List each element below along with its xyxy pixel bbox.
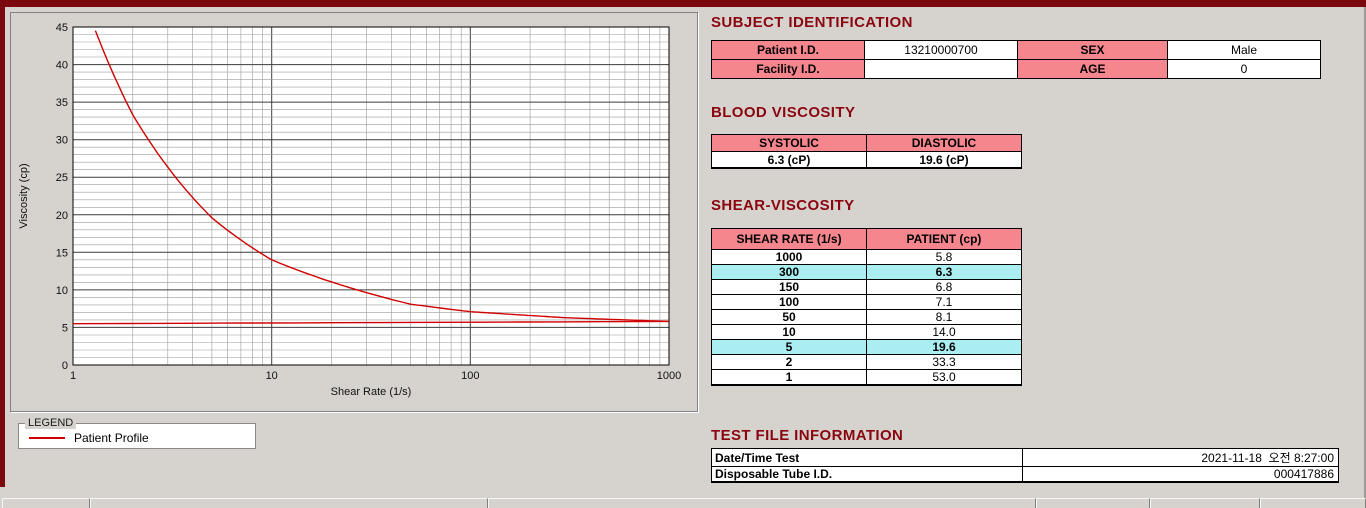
shear-rate-cell: 2: [711, 354, 867, 370]
shear-header-row: SHEAR RATE (1/s) PATIENT (cp): [711, 228, 1022, 250]
patient-id-label: Patient I.D.: [711, 40, 865, 60]
sex-value: Male: [1167, 40, 1321, 60]
bottom-toolbar-button-6[interactable]: [1260, 498, 1366, 508]
y-tick-label: 0: [62, 360, 68, 372]
y-tick-label: 35: [56, 97, 68, 109]
left-window-border: [0, 7, 5, 487]
subject-identification-title: SUBJECT IDENTIFICATION: [711, 14, 913, 31]
series-baseline: [72, 320, 670, 325]
disposable-tube-id-value: 000417886: [1022, 466, 1339, 483]
shear-table-body: 1000 5.8 300 6.3 150 6.8 100 7.1 50 8.1 10 14.0 5 19.…: [711, 249, 1022, 386]
legend-title: LEGEND: [25, 417, 77, 429]
shear-row: 1000 5.8: [711, 249, 1022, 265]
age-label: AGE: [1017, 59, 1168, 79]
shear-viscosity-table: SHEAR RATE (1/s) PATIENT (cp) 1000 5.8 300…: [711, 228, 1022, 386]
legend-entry: Patient Profile: [19, 429, 255, 445]
title-bar: [0, 0, 1366, 7]
y-axis-label: Viscosity (cp): [18, 163, 30, 228]
patient-id-value: 13210000700: [864, 40, 1018, 60]
patient-cp-cell: 6.8: [866, 279, 1022, 295]
patient-cp-cell: 53.0: [866, 369, 1022, 386]
y-tick-label: 5: [62, 322, 68, 334]
shear-row: 10 14.0: [711, 324, 1022, 340]
x-tick-label: 1000: [657, 370, 681, 382]
shear-rate-cell: 50: [711, 309, 867, 325]
shear-row: 150 6.8: [711, 279, 1022, 295]
date-time-test-value: 2021-11-18 오전 8:27:00: [1022, 448, 1339, 467]
patient-cp-cell: 7.1: [866, 294, 1022, 310]
legend-series-label: Patient Profile: [74, 431, 149, 445]
blood-header-row: SYSTOLIC DIASTOLIC: [711, 134, 1022, 152]
systolic-header: SYSTOLIC: [711, 134, 867, 152]
y-tick-label: 10: [56, 285, 68, 297]
age-value: 0: [1167, 59, 1321, 79]
blood-viscosity-title: BLOOD VISCOSITY: [711, 104, 856, 121]
patient-cp-cell: 8.1: [866, 309, 1022, 325]
legend-line-sample: [29, 437, 65, 439]
shear-row: 1 53.0: [711, 369, 1022, 386]
shear-row: 100 7.1: [711, 294, 1022, 310]
viscosity-chart-panel: 1 10 100 1000 0 5 10 15 20 25 30 35 40 45 Shear Rate (…: [10, 12, 698, 412]
subject-row: Facility I.D. AGE 0: [711, 59, 1321, 79]
shear-rate-header: SHEAR RATE (1/s): [711, 228, 867, 250]
shear-rate-cell: 150: [711, 279, 867, 295]
shear-row: 300 6.3: [711, 264, 1022, 280]
patient-cp-header: PATIENT (cp): [866, 228, 1022, 250]
blood-viscosity-table: SYSTOLIC DIASTOLIC 6.3 (cP) 19.6 (cP): [711, 134, 1022, 169]
test-file-table: Date/Time Test 2021-11-18 오전 8:27:00 Dis…: [711, 448, 1339, 483]
shear-row: 50 8.1: [711, 309, 1022, 325]
shear-rate-cell: 5: [711, 339, 867, 355]
bottom-toolbar-button-3[interactable]: [488, 498, 1036, 508]
x-axis-label: Shear Rate (1/s): [331, 386, 412, 398]
disposable-tube-id-label: Disposable Tube I.D.: [711, 466, 1023, 483]
systolic-value: 6.3 (cP): [711, 151, 867, 169]
patient-cp-cell: 19.6: [866, 339, 1022, 355]
bottom-toolbar-button-2[interactable]: [90, 498, 488, 508]
bottom-toolbar-button-5[interactable]: [1150, 498, 1260, 508]
y-tick-label: 30: [56, 135, 68, 147]
x-tick-label: 1: [70, 370, 76, 382]
x-tick-label: 10: [266, 370, 278, 382]
right-window-border: [1364, 7, 1366, 508]
patient-cp-cell: 5.8: [866, 249, 1022, 265]
shear-rate-cell: 10: [711, 324, 867, 340]
shear-row: 5 19.6: [711, 339, 1022, 355]
subject-table: Patient I.D. 13210000700 SEX Male Facili…: [711, 40, 1321, 79]
test-file-row: Disposable Tube I.D. 000417886: [711, 466, 1339, 483]
viscosity-chart: 1 10 100 1000 0 5 10 15 20 25 30 35 40 45 Shear Rate (…: [18, 22, 681, 398]
y-tick-label: 15: [56, 247, 68, 259]
diastolic-value: 19.6 (cP): [866, 151, 1022, 169]
test-file-row: Date/Time Test 2021-11-18 오전 8:27:00: [711, 448, 1339, 467]
y-tick-label: 25: [56, 172, 68, 184]
patient-cp-cell: 6.3: [866, 264, 1022, 280]
sex-label: SEX: [1017, 40, 1168, 60]
facility-id-label: Facility I.D.: [711, 59, 865, 79]
shear-rate-cell: 100: [711, 294, 867, 310]
patient-cp-cell: 33.3: [866, 354, 1022, 370]
series-patient-profile: [94, 30, 670, 323]
subject-row: Patient I.D. 13210000700 SEX Male: [711, 40, 1321, 60]
shear-rate-cell: 1: [711, 369, 867, 386]
date-time-test-label: Date/Time Test: [711, 448, 1023, 467]
shear-row: 2 33.3: [711, 354, 1022, 370]
blood-value-row: 6.3 (cP) 19.6 (cP): [711, 151, 1022, 169]
y-tick-label: 45: [56, 22, 68, 34]
y-tick-label: 40: [56, 60, 68, 72]
test-file-information-title: TEST FILE INFORMATION: [711, 427, 904, 444]
patient-cp-cell: 14.0: [866, 324, 1022, 340]
bottom-toolbar-button-1[interactable]: [2, 498, 90, 508]
shear-rate-cell: 300: [711, 264, 867, 280]
legend-box: LEGEND Patient Profile: [18, 417, 256, 449]
diastolic-header: DIASTOLIC: [866, 134, 1022, 152]
x-tick-label: 100: [461, 370, 479, 382]
bottom-toolbar-button-4[interactable]: [1036, 498, 1150, 508]
shear-viscosity-title: SHEAR-VISCOSITY: [711, 197, 855, 214]
shear-rate-cell: 1000: [711, 249, 867, 265]
facility-id-value: [864, 59, 1018, 79]
y-tick-label: 20: [56, 210, 68, 222]
